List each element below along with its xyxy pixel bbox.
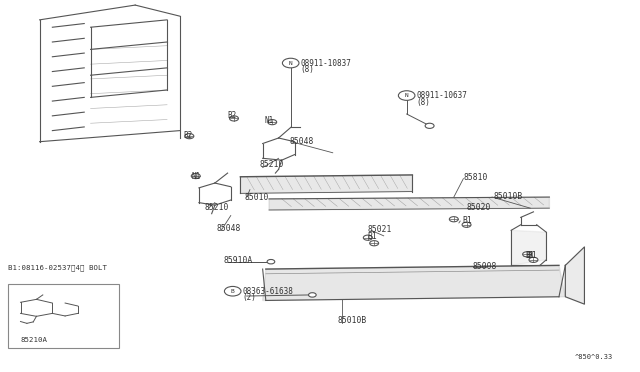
Circle shape — [185, 134, 194, 139]
Text: ^850^0.33: ^850^0.33 — [575, 353, 613, 359]
Text: 85010B: 85010B — [338, 316, 367, 325]
Text: FOR TURBO: FOR TURBO — [38, 287, 79, 296]
Circle shape — [462, 222, 471, 227]
Text: 85210A: 85210A — [20, 337, 47, 343]
Circle shape — [364, 235, 372, 240]
Text: N1: N1 — [191, 171, 200, 180]
Text: 08911-10637: 08911-10637 — [416, 91, 467, 100]
Text: (2): (2) — [243, 293, 256, 302]
Text: B1: B1 — [368, 232, 378, 241]
Circle shape — [268, 119, 276, 125]
Circle shape — [449, 217, 458, 222]
Text: N: N — [404, 93, 408, 98]
Text: (8): (8) — [416, 98, 430, 107]
Text: 85021: 85021 — [368, 225, 392, 234]
Bar — [8, 284, 119, 349]
Circle shape — [225, 286, 241, 296]
Polygon shape — [511, 230, 546, 265]
Text: 85048: 85048 — [289, 137, 314, 146]
Text: 85020: 85020 — [467, 203, 491, 212]
Text: B: B — [231, 289, 235, 294]
Text: 85910A: 85910A — [224, 256, 253, 265]
Text: B1: B1 — [525, 251, 534, 260]
Text: N: N — [289, 61, 292, 65]
Circle shape — [308, 293, 316, 297]
Circle shape — [282, 58, 299, 68]
Text: B1: B1 — [527, 251, 537, 260]
Polygon shape — [241, 175, 412, 193]
Text: B1:08116-02537〈4〉 BOLT: B1:08116-02537〈4〉 BOLT — [8, 264, 107, 270]
Text: 85010B: 85010B — [494, 192, 524, 201]
Text: N1:08911-14037 〈8〉 NUT: N1:08911-14037 〈8〉 NUT — [8, 305, 107, 311]
Circle shape — [370, 241, 379, 246]
Polygon shape — [262, 265, 565, 301]
Circle shape — [267, 260, 275, 264]
Polygon shape — [269, 197, 549, 210]
Text: 85008: 85008 — [473, 262, 497, 270]
Polygon shape — [565, 247, 584, 304]
Circle shape — [523, 252, 532, 257]
Circle shape — [529, 257, 538, 262]
Text: B2: B2 — [183, 131, 192, 140]
Text: B2: B2 — [228, 110, 237, 120]
Text: B2:08127-03037〈2〉 BOLT: B2:08127-03037〈2〉 BOLT — [8, 284, 107, 291]
Text: 85010: 85010 — [245, 193, 269, 202]
Circle shape — [230, 116, 239, 121]
Text: 08363-61638: 08363-61638 — [243, 287, 293, 296]
Text: 85810: 85810 — [463, 173, 488, 182]
Text: 85210: 85210 — [259, 160, 284, 170]
Text: 85210: 85210 — [204, 202, 228, 212]
Text: (8): (8) — [300, 65, 314, 74]
Text: N1: N1 — [264, 116, 274, 125]
Text: 08911-10837: 08911-10837 — [300, 58, 351, 68]
Text: B1: B1 — [462, 216, 472, 225]
Circle shape — [191, 173, 200, 179]
Text: 85048: 85048 — [217, 224, 241, 233]
Circle shape — [398, 91, 415, 100]
Circle shape — [425, 123, 434, 128]
